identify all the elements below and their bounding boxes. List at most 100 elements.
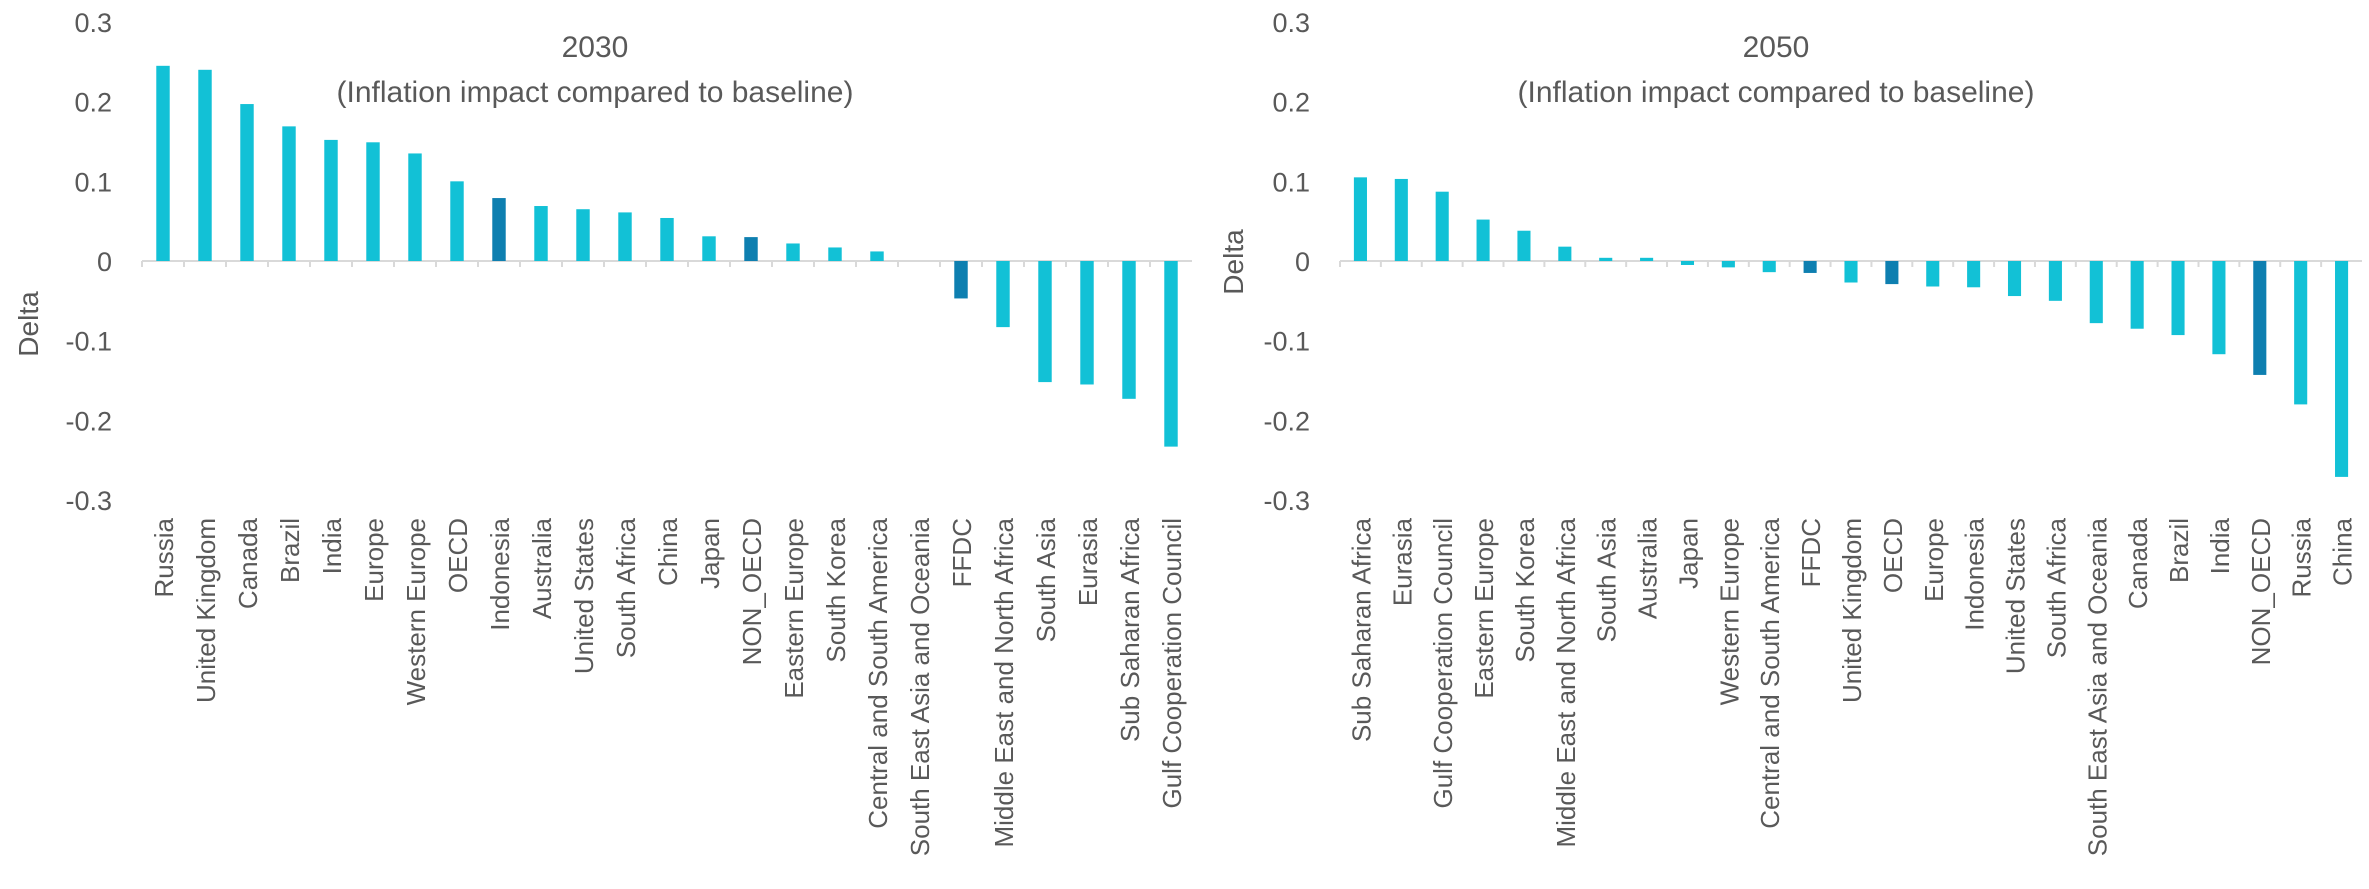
bar bbox=[1558, 246, 1572, 261]
y-tick-label: 0.1 bbox=[74, 167, 112, 197]
y-tick-label: 0.3 bbox=[1272, 8, 1310, 38]
chart-title: 2050 bbox=[1743, 31, 1810, 64]
bar bbox=[1353, 177, 1367, 261]
bar bbox=[1164, 261, 1178, 447]
category-label: Eastern Europe bbox=[779, 518, 809, 699]
bar bbox=[702, 236, 716, 261]
bar bbox=[282, 126, 296, 261]
bar bbox=[954, 261, 968, 299]
bar bbox=[1394, 178, 1408, 261]
category-label: NON_OECD bbox=[2246, 518, 2276, 665]
y-axis-label: Delta bbox=[13, 291, 44, 357]
bar bbox=[1038, 261, 1052, 383]
y-tick-label: -0.1 bbox=[1263, 327, 1310, 357]
category-label: United Kingdom bbox=[1837, 518, 1867, 703]
y-ticks: 0.3 0.2 0.1 0 -0.1 -0.2 -0.3 bbox=[65, 8, 112, 516]
category-label: United Kingdom bbox=[191, 518, 221, 703]
category-label: Australia bbox=[1633, 517, 1663, 619]
category-label: Central and South America bbox=[863, 517, 893, 828]
bar bbox=[576, 209, 590, 261]
category-label: Indonesia bbox=[485, 517, 515, 630]
bar bbox=[618, 212, 632, 261]
bar bbox=[1640, 257, 1654, 261]
category-label: Middle East and North Africa bbox=[989, 517, 1019, 847]
category-label: Eurasia bbox=[1073, 517, 1103, 606]
bar bbox=[534, 206, 548, 261]
bar bbox=[1844, 261, 1858, 283]
category-label: Canada bbox=[233, 517, 263, 609]
bar bbox=[996, 261, 1010, 328]
category-label: Russia bbox=[149, 517, 179, 597]
category-label: Australia bbox=[527, 517, 557, 619]
bar bbox=[1926, 261, 1940, 287]
y-tick-label: 0.3 bbox=[74, 8, 112, 38]
y-tick-label: -0.3 bbox=[1263, 486, 1310, 516]
bar bbox=[324, 139, 338, 261]
category-label: Eastern Europe bbox=[1469, 518, 1499, 699]
chart-subtitle: (Inflation impact compared to baseline) bbox=[337, 76, 854, 109]
y-axis-label: Delta bbox=[1218, 229, 1249, 295]
bar bbox=[1885, 261, 1899, 285]
bar bbox=[1435, 191, 1449, 261]
bar bbox=[2294, 261, 2308, 405]
bar bbox=[1721, 261, 1735, 268]
chart-2050: 2050 (Inflation impact compared to basel… bbox=[1218, 8, 2362, 856]
bar bbox=[2007, 261, 2022, 297]
category-label: Gulf Cooperation Council bbox=[1157, 518, 1187, 809]
category-label: Western Europe bbox=[1714, 518, 1744, 705]
bar bbox=[870, 251, 884, 261]
bar bbox=[198, 69, 212, 261]
bar bbox=[2212, 261, 2226, 355]
bar bbox=[240, 104, 254, 261]
category-label: India bbox=[317, 517, 347, 574]
category-label: Gulf Cooperation Council bbox=[1428, 518, 1458, 809]
bar bbox=[1967, 261, 1981, 288]
chart-subtitle: (Inflation impact compared to baseline) bbox=[1518, 76, 2035, 109]
category-label: South Asia bbox=[1592, 517, 1622, 642]
category-label: FFDC bbox=[1796, 518, 1826, 587]
category-label: China bbox=[653, 517, 683, 585]
bar bbox=[1762, 261, 1776, 273]
category-label: Middle East and North Africa bbox=[1551, 517, 1581, 847]
category-label: South Asia bbox=[1031, 517, 1061, 642]
bar bbox=[492, 198, 506, 261]
bar bbox=[450, 181, 464, 261]
bar bbox=[1517, 230, 1531, 261]
y-tick-label: 0.2 bbox=[1272, 88, 1310, 118]
category-label: Japan bbox=[1673, 518, 1703, 589]
category-label: FFDC bbox=[947, 518, 977, 587]
bar bbox=[786, 243, 800, 261]
bar bbox=[1080, 261, 1094, 385]
bar bbox=[366, 142, 380, 261]
bar bbox=[2253, 261, 2267, 375]
category-label: Brazil bbox=[275, 518, 305, 583]
category-label: Russia bbox=[2287, 517, 2317, 597]
category-label: Sub Saharan Africa bbox=[1115, 517, 1145, 742]
y-tick-label: -0.2 bbox=[65, 406, 112, 436]
bar bbox=[1680, 261, 1695, 265]
category-label: United States bbox=[569, 518, 599, 674]
category-label: India bbox=[2205, 517, 2235, 574]
category-label: Brazil bbox=[2164, 518, 2194, 583]
bar bbox=[2089, 261, 2103, 324]
bar bbox=[2171, 261, 2185, 336]
bar bbox=[744, 237, 758, 261]
bar bbox=[1476, 219, 1490, 261]
bar bbox=[1599, 257, 1613, 261]
bar bbox=[1803, 261, 1817, 273]
category-label: Indonesia bbox=[1960, 517, 1990, 630]
y-tick-label: 0.1 bbox=[1272, 167, 1310, 197]
category-label: South East Asia and Oceania bbox=[905, 517, 935, 856]
category-label: South Africa bbox=[2041, 517, 2071, 658]
bar bbox=[660, 217, 674, 261]
category-label: Western Europe bbox=[401, 518, 431, 705]
category-label: Eurasia bbox=[1387, 517, 1417, 606]
category-labels: Russia United Kingdom Canada Brazil India Eur… bbox=[149, 517, 1187, 856]
bar bbox=[2130, 261, 2144, 329]
bar bbox=[1122, 261, 1136, 399]
bar bbox=[156, 65, 170, 261]
category-label: China bbox=[2328, 517, 2358, 585]
bars bbox=[1339, 177, 2349, 477]
category-label: South Korea bbox=[1510, 517, 1540, 662]
